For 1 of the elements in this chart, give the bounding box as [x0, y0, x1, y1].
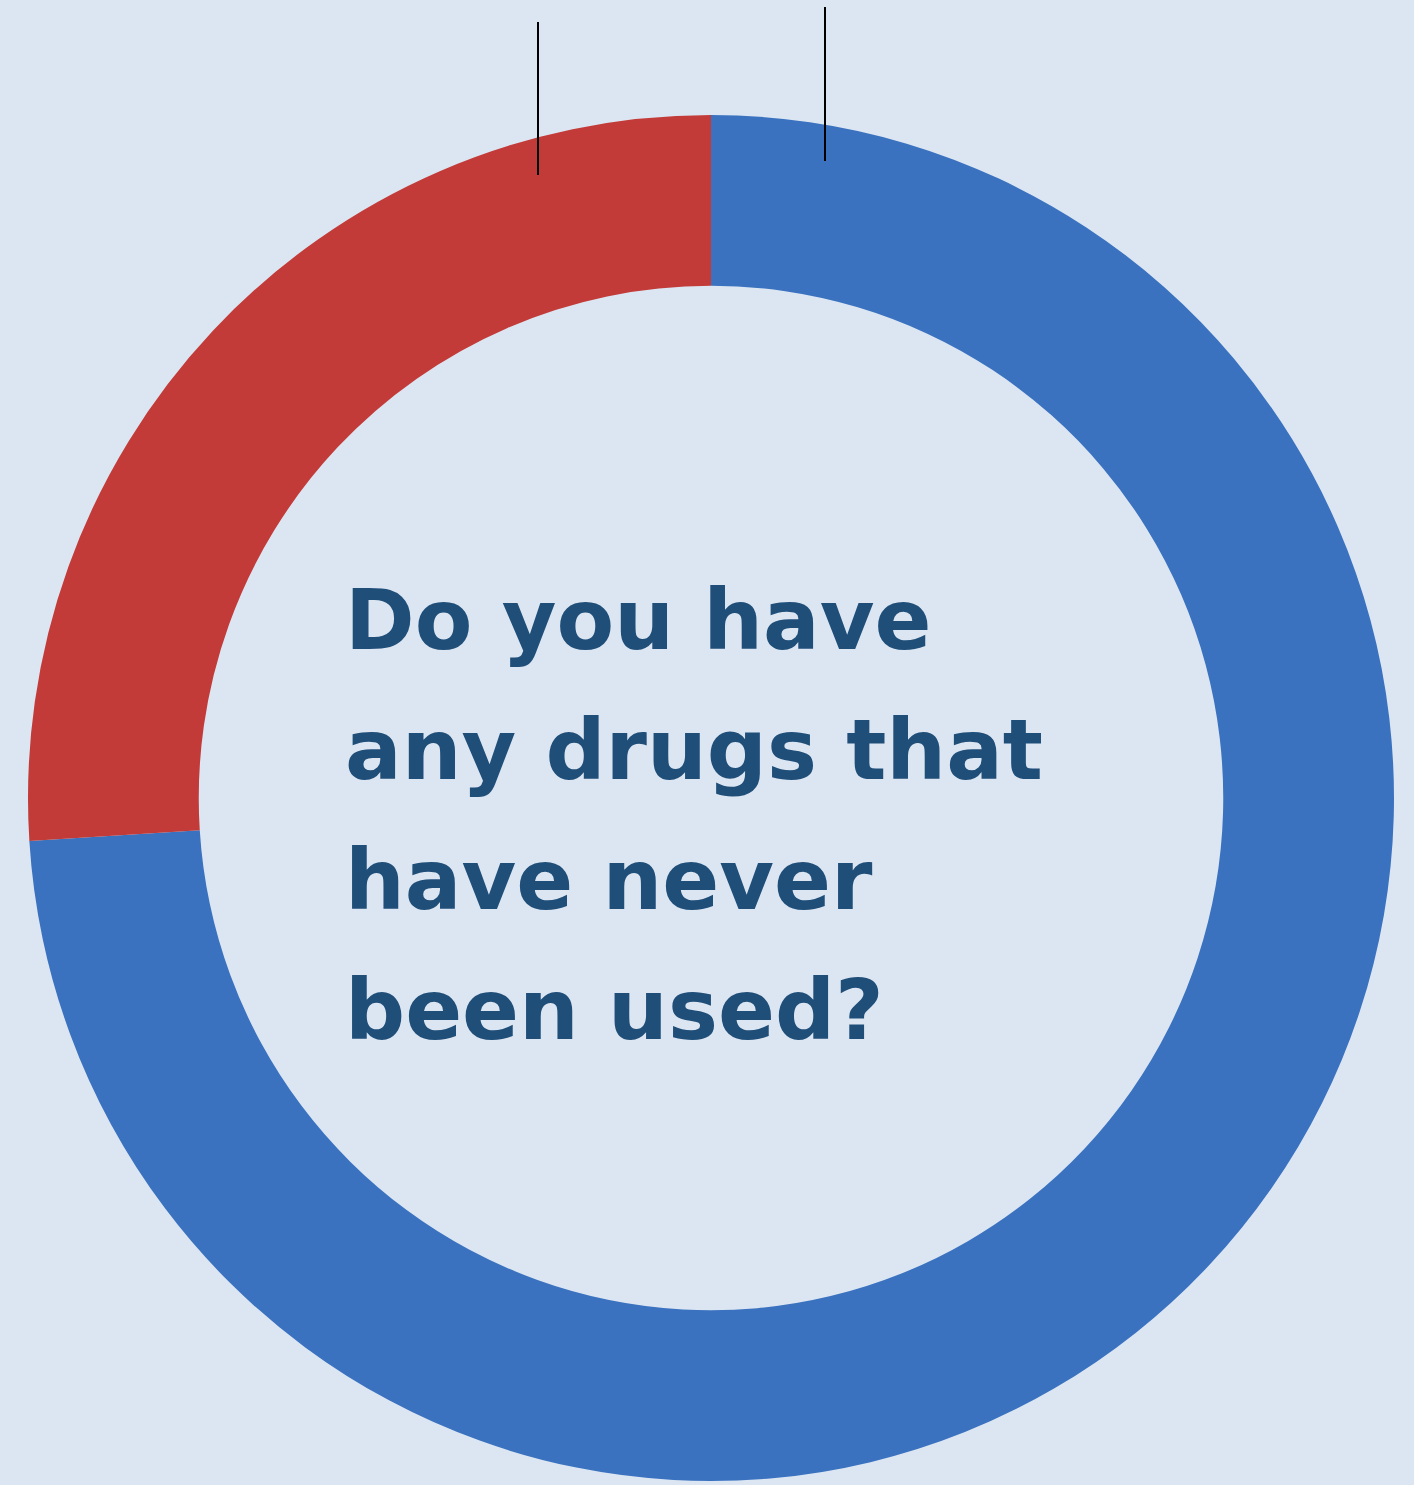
- text: Do you have any drugs that have never been used?: [345, 570, 1044, 1061]
